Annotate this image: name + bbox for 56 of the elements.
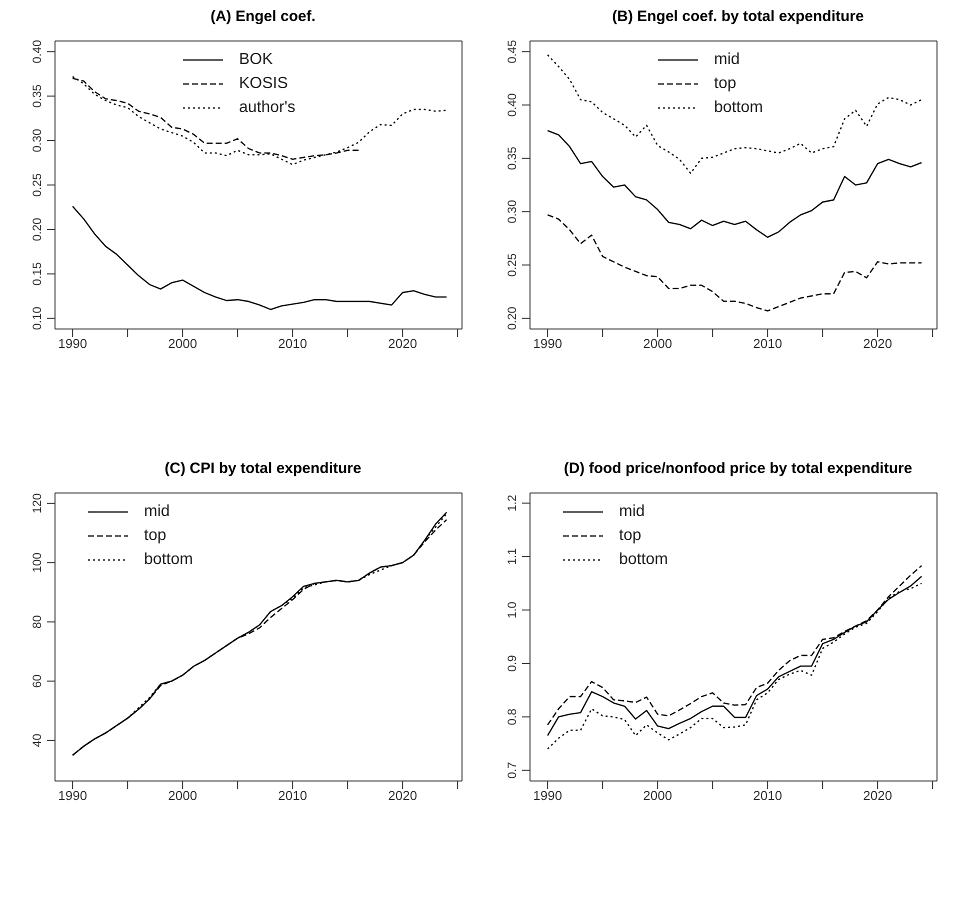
- x-tick-label: 2020: [863, 788, 892, 804]
- x-tick-label: 2010: [753, 336, 782, 352]
- legend-label: top: [144, 527, 166, 545]
- y-tick-label: 0.45: [505, 40, 519, 64]
- legend-label: BOK: [239, 51, 273, 69]
- y-tick-label: 0.8: [505, 708, 519, 726]
- y-tick-label: 0.25: [505, 253, 519, 277]
- legend-label: mid: [714, 51, 740, 69]
- legend-label: top: [714, 75, 736, 93]
- x-tick-label: 1990: [58, 336, 88, 352]
- legend-label: bottom: [144, 551, 193, 569]
- x-tick-label: 2000: [643, 336, 672, 352]
- chart-title: (B) Engel coef. by total expenditure: [611, 8, 865, 27]
- y-tick-label: 0.40: [30, 40, 44, 64]
- legend-label: bottom: [714, 99, 763, 117]
- x-tick-label: 1990: [533, 788, 562, 804]
- y-tick-label: 60: [30, 674, 44, 688]
- y-tick-label: 0.9: [505, 654, 519, 672]
- legend-label: KOSIS: [239, 75, 288, 93]
- y-tick-label: 80: [30, 614, 44, 629]
- x-tick-label: 2010: [753, 788, 782, 804]
- y-tick-label: 0.7: [505, 762, 519, 779]
- x-tick-label: 2020: [388, 336, 418, 352]
- x-tick-label: 2000: [168, 788, 198, 804]
- y-tick-label: 0.35: [505, 146, 519, 170]
- x-tick-label: 2010: [278, 788, 308, 804]
- legend-label: top: [619, 527, 642, 545]
- y-tick-label: 0.25: [30, 173, 44, 197]
- y-tick-label: 40: [30, 733, 44, 748]
- y-tick-label: 1.1: [505, 548, 519, 565]
- x-tick-label: 2000: [643, 788, 672, 804]
- y-tick-label: 0.40: [505, 93, 519, 117]
- y-tick-label: 0.15: [30, 262, 44, 286]
- x-tick-label: 2010: [278, 336, 308, 352]
- x-tick-label: 1990: [533, 336, 562, 352]
- chart-title: (A) Engel coef.: [209, 8, 316, 27]
- legend-label: bottom: [619, 551, 668, 569]
- y-tick-label: 0.35: [30, 84, 44, 108]
- legend-label: mid: [144, 503, 170, 521]
- y-tick-label: 0.30: [30, 128, 44, 152]
- x-tick-label: 2020: [388, 788, 418, 804]
- x-tick-label: 1990: [58, 788, 88, 804]
- y-tick-label: 0.10: [30, 306, 44, 330]
- y-tick-label: 1.2: [505, 494, 519, 512]
- y-tick-label: 120: [30, 493, 44, 514]
- chart-title: (D) food price/nonfood price by total expenditure: [562, 460, 914, 479]
- chart-title: (C) CPI by total expenditure: [164, 460, 362, 479]
- x-tick-label: 2020: [863, 336, 892, 352]
- legend-label: author's: [239, 99, 296, 117]
- y-tick-label: 1.0: [505, 601, 519, 618]
- y-tick-label: 0.20: [30, 217, 44, 242]
- x-tick-label: 2000: [168, 336, 198, 352]
- legend-label: mid: [619, 503, 645, 521]
- y-tick-label: 100: [30, 552, 44, 573]
- y-tick-label: 0.20: [505, 306, 519, 330]
- y-tick-label: 0.30: [505, 200, 519, 224]
